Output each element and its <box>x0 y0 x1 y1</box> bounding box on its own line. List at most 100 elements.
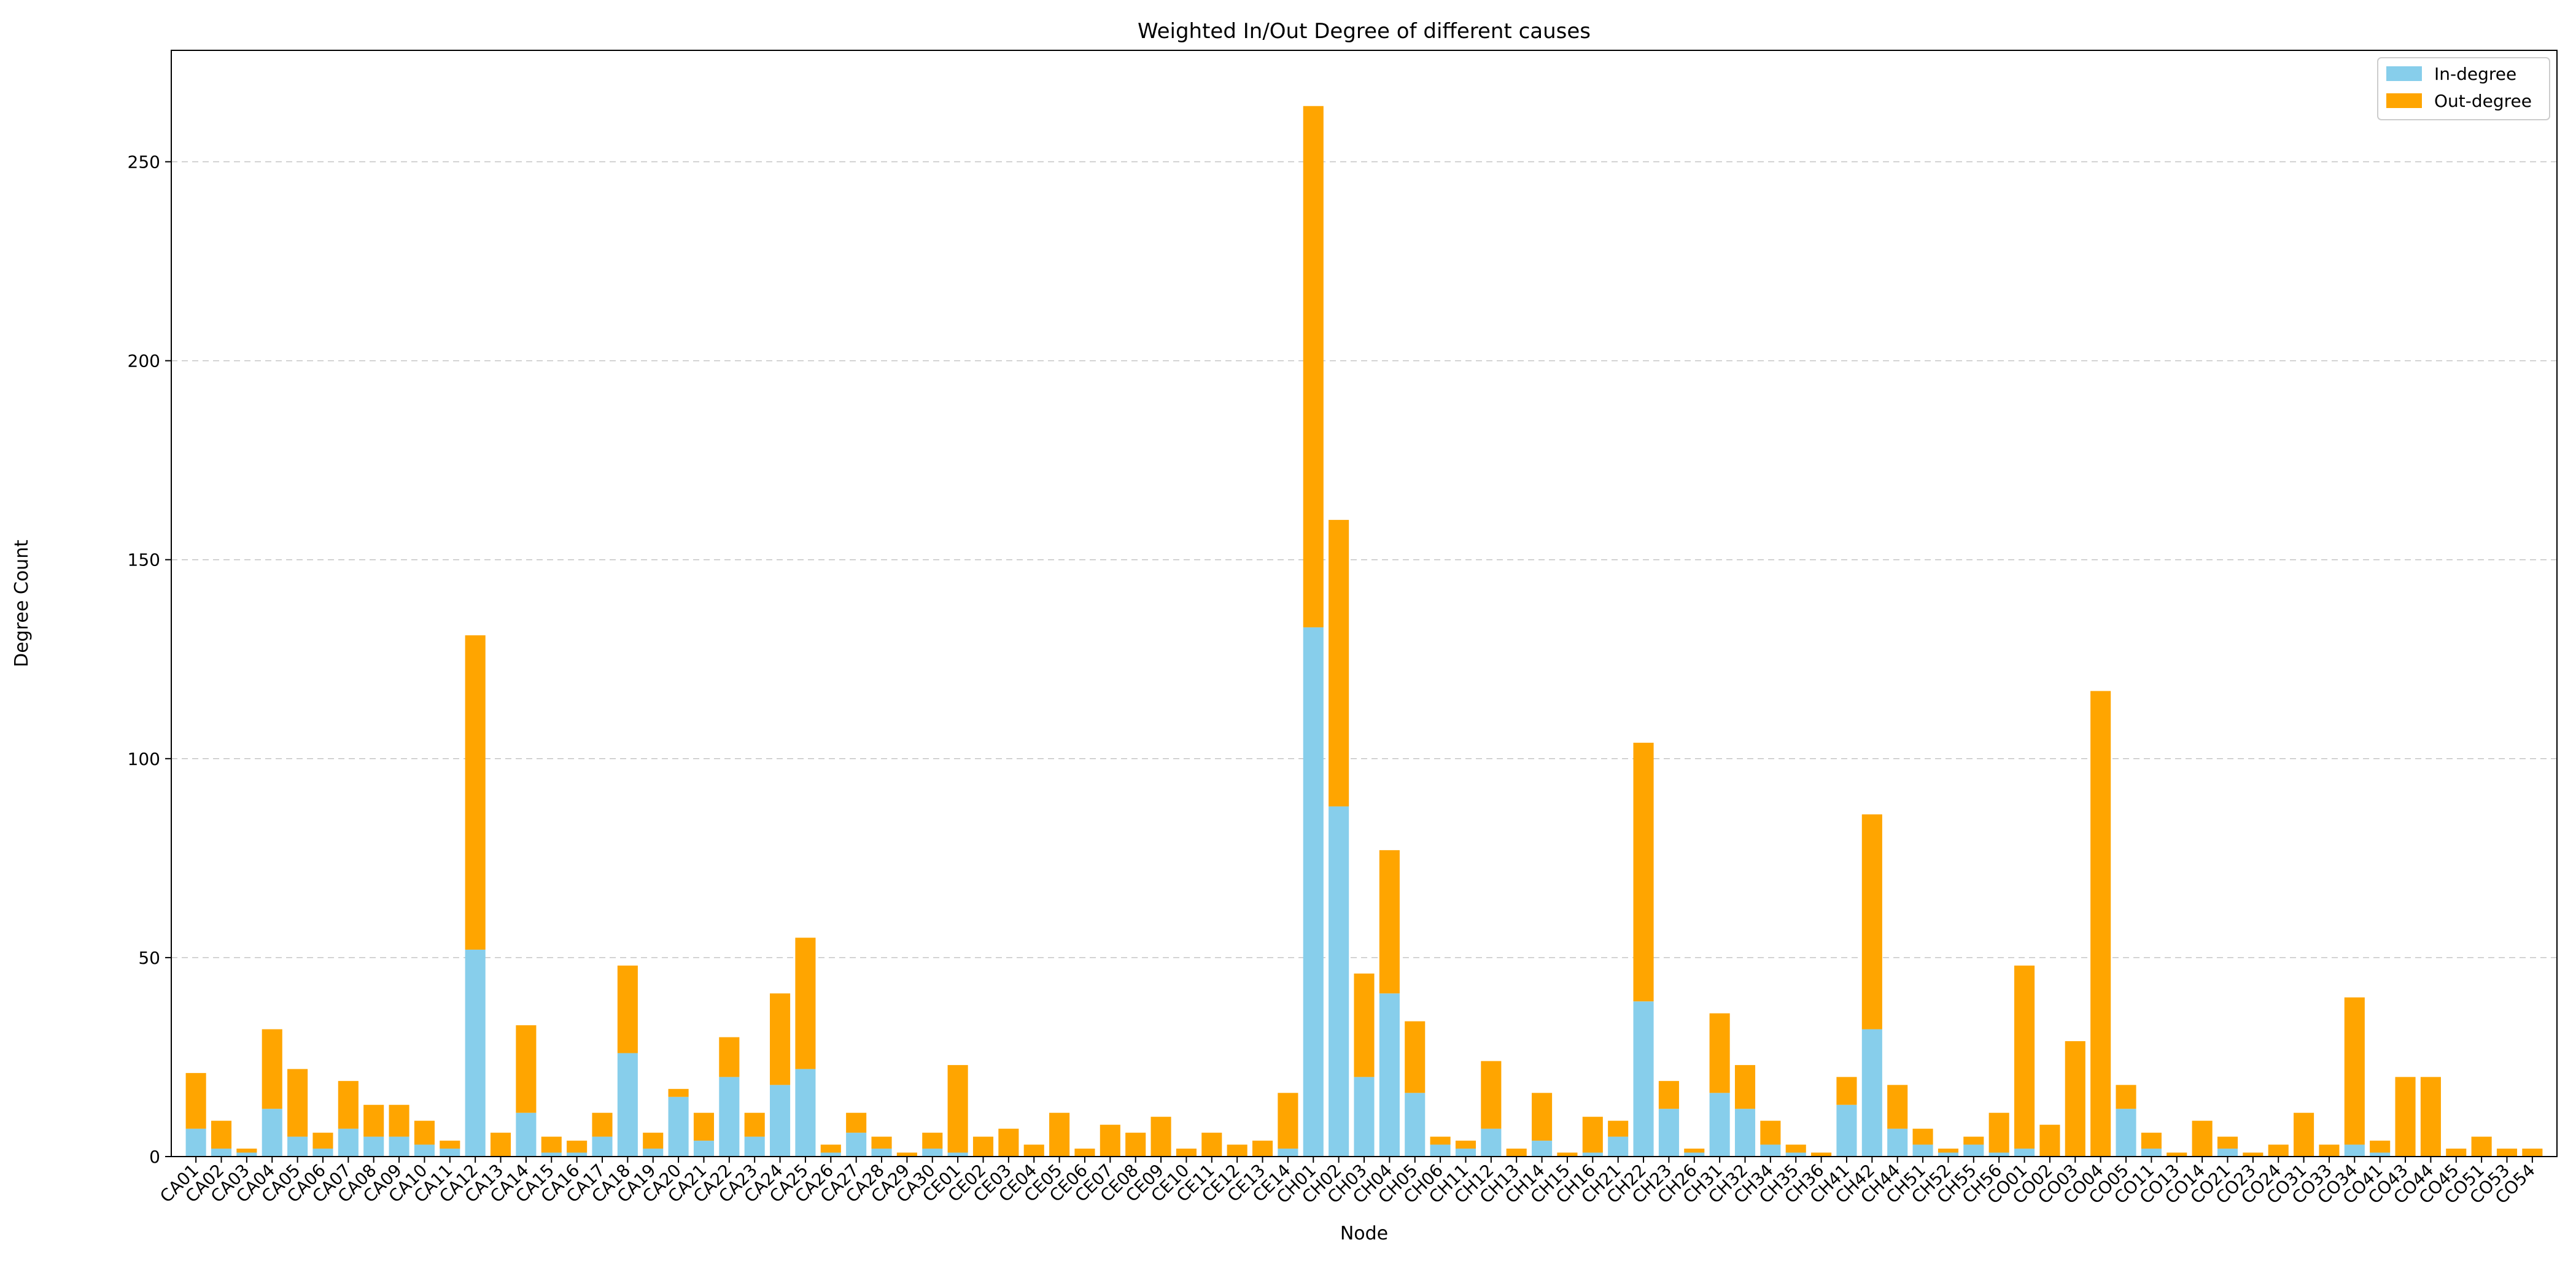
chart-title: Weighted In/Out Degree of different caus… <box>1138 19 1591 44</box>
bar-out-degree-ca01 <box>185 1072 206 1129</box>
bar-out-degree-co05 <box>2116 1085 2136 1109</box>
bar-in-degree-ch21 <box>1608 1136 1629 1157</box>
bar-out-degree-ch56 <box>1988 1112 2009 1153</box>
bar-out-degree-ca26 <box>820 1144 841 1153</box>
bar-out-degree-ca21 <box>693 1112 715 1141</box>
bar-out-degree-ch06 <box>1430 1136 1451 1145</box>
bar-out-degree-ce04 <box>1023 1144 1044 1157</box>
bar-out-degree-co21 <box>2217 1136 2238 1149</box>
legend-label-out-degree: Out-degree <box>2434 91 2532 111</box>
bar-out-degree-ch02 <box>1329 519 1349 807</box>
bar-in-degree-ch14 <box>1532 1141 1553 1157</box>
bar-in-degree-ca08 <box>363 1136 384 1157</box>
bar-out-degree-ca05 <box>287 1069 308 1137</box>
bar-in-degree-ca01 <box>185 1128 206 1157</box>
bar-in-degree-ca27 <box>846 1133 867 1157</box>
bar-in-degree-ch11 <box>1455 1149 1476 1157</box>
bar-in-degree-ca15 <box>541 1152 562 1157</box>
y-axis: 0 50 100 150 200 250 <box>128 152 171 1167</box>
bar-out-degree-ch01 <box>1303 106 1324 627</box>
bar-in-degree-ch52 <box>1938 1152 1958 1157</box>
bar-out-degree-ce07 <box>1100 1125 1120 1157</box>
bar-out-degree-ca03 <box>236 1149 257 1153</box>
x-axis-label: Node <box>1340 1223 1388 1244</box>
bar-out-degree-ce02 <box>972 1136 994 1157</box>
bar-in-degree-ch02 <box>1329 806 1349 1157</box>
bar-out-degree-ch52 <box>1938 1149 1958 1153</box>
bar-in-degree-ca28 <box>871 1149 892 1157</box>
bar-out-degree-ca27 <box>846 1112 867 1133</box>
bar-in-degree-ca30 <box>922 1149 943 1157</box>
bar-in-degree-ca12 <box>465 949 486 1157</box>
bar-in-degree-ch06 <box>1430 1144 1451 1157</box>
bar-out-degree-ch51 <box>1912 1128 1933 1145</box>
bar-in-degree-ch04 <box>1379 993 1400 1157</box>
y-tick-label: 100 <box>128 749 160 769</box>
bar-out-degree-co03 <box>2065 1041 2085 1157</box>
bar-out-degree-co31 <box>2294 1112 2314 1157</box>
bar-in-degree-ch12 <box>1481 1128 1502 1157</box>
bar-out-degree-ce05 <box>1049 1112 1070 1157</box>
bar-out-degree-ce01 <box>947 1064 968 1153</box>
bar-out-degree-ch15 <box>1557 1152 1578 1157</box>
y-tick-label: 50 <box>138 948 160 968</box>
bar-in-degree-ch05 <box>1405 1093 1426 1157</box>
bar-out-degree-ch03 <box>1354 973 1375 1077</box>
bar-in-degree-ca21 <box>693 1141 715 1157</box>
y-axis-label: Degree Count <box>11 540 33 667</box>
bar-out-degree-ch36 <box>1811 1152 1832 1157</box>
y-tick-label: 150 <box>128 550 160 570</box>
bar-in-degree-co01 <box>2014 1149 2035 1157</box>
bar-in-degree-ca14 <box>516 1112 537 1157</box>
bar-in-degree-co21 <box>2217 1149 2238 1157</box>
bar-out-degree-co41 <box>2370 1141 2391 1153</box>
bar-out-degree-ch55 <box>1963 1136 1984 1145</box>
bar-out-degree-co13 <box>2167 1152 2187 1157</box>
bar-in-degree-ch26 <box>1684 1152 1705 1157</box>
bar-in-degree-ca03 <box>236 1152 257 1157</box>
bar-out-degree-ca06 <box>312 1133 333 1149</box>
bar-out-degree-co45 <box>2446 1149 2467 1157</box>
bar-in-degree-co11 <box>2141 1149 2162 1157</box>
bar-in-degree-ca26 <box>820 1152 841 1157</box>
bar-out-degree-ch42 <box>1861 814 1882 1029</box>
bar-out-degree-ce08 <box>1125 1133 1146 1157</box>
bar-in-degree-ca09 <box>389 1136 409 1157</box>
bar-in-degree-ca05 <box>287 1136 308 1157</box>
bar-in-degree-ce14 <box>1278 1149 1298 1157</box>
bar-in-degree-ca23 <box>744 1136 765 1157</box>
bar-out-degree-co51 <box>2471 1136 2492 1157</box>
bar-in-degree-ca19 <box>643 1149 664 1157</box>
bar-out-degree-ca23 <box>744 1112 765 1137</box>
bar-out-degree-ce14 <box>1278 1093 1298 1149</box>
bar-out-degree-co34 <box>2344 997 2365 1145</box>
bar-out-degree-co54 <box>2522 1149 2543 1157</box>
bar-out-degree-ch26 <box>1684 1149 1705 1153</box>
bar-in-degree-ch01 <box>1303 627 1324 1157</box>
bar-out-degree-ch23 <box>1658 1080 1679 1109</box>
bar-out-degree-ce11 <box>1201 1133 1222 1157</box>
bar-out-degree-co02 <box>2039 1125 2060 1157</box>
bar-out-degree-co53 <box>2496 1149 2518 1157</box>
bar-out-degree-ca13 <box>490 1133 511 1157</box>
bar-out-degree-ca18 <box>617 965 638 1053</box>
bar-in-degree-co41 <box>2370 1152 2391 1157</box>
bar-out-degree-ca17 <box>592 1112 613 1137</box>
bar-out-degree-co44 <box>2420 1077 2441 1157</box>
bar-in-degree-ch41 <box>1836 1104 1857 1157</box>
bar-in-degree-ca10 <box>414 1144 435 1157</box>
bar-out-degree-ch05 <box>1405 1021 1426 1093</box>
bar-out-degree-ca25 <box>795 937 816 1069</box>
bar-out-degree-ce09 <box>1150 1117 1171 1157</box>
bar-out-degree-co11 <box>2141 1133 2162 1149</box>
bar-out-degree-ce06 <box>1074 1149 1095 1157</box>
bar-out-degree-ce13 <box>1252 1141 1273 1157</box>
bar-out-degree-ca15 <box>541 1136 562 1153</box>
bar-in-degree-ca04 <box>262 1109 282 1157</box>
bar-in-degree-ca22 <box>719 1077 740 1157</box>
bar-out-degree-ca04 <box>262 1029 282 1109</box>
bar-in-degree-ch55 <box>1963 1144 1984 1157</box>
y-tick-label: 250 <box>128 152 160 172</box>
